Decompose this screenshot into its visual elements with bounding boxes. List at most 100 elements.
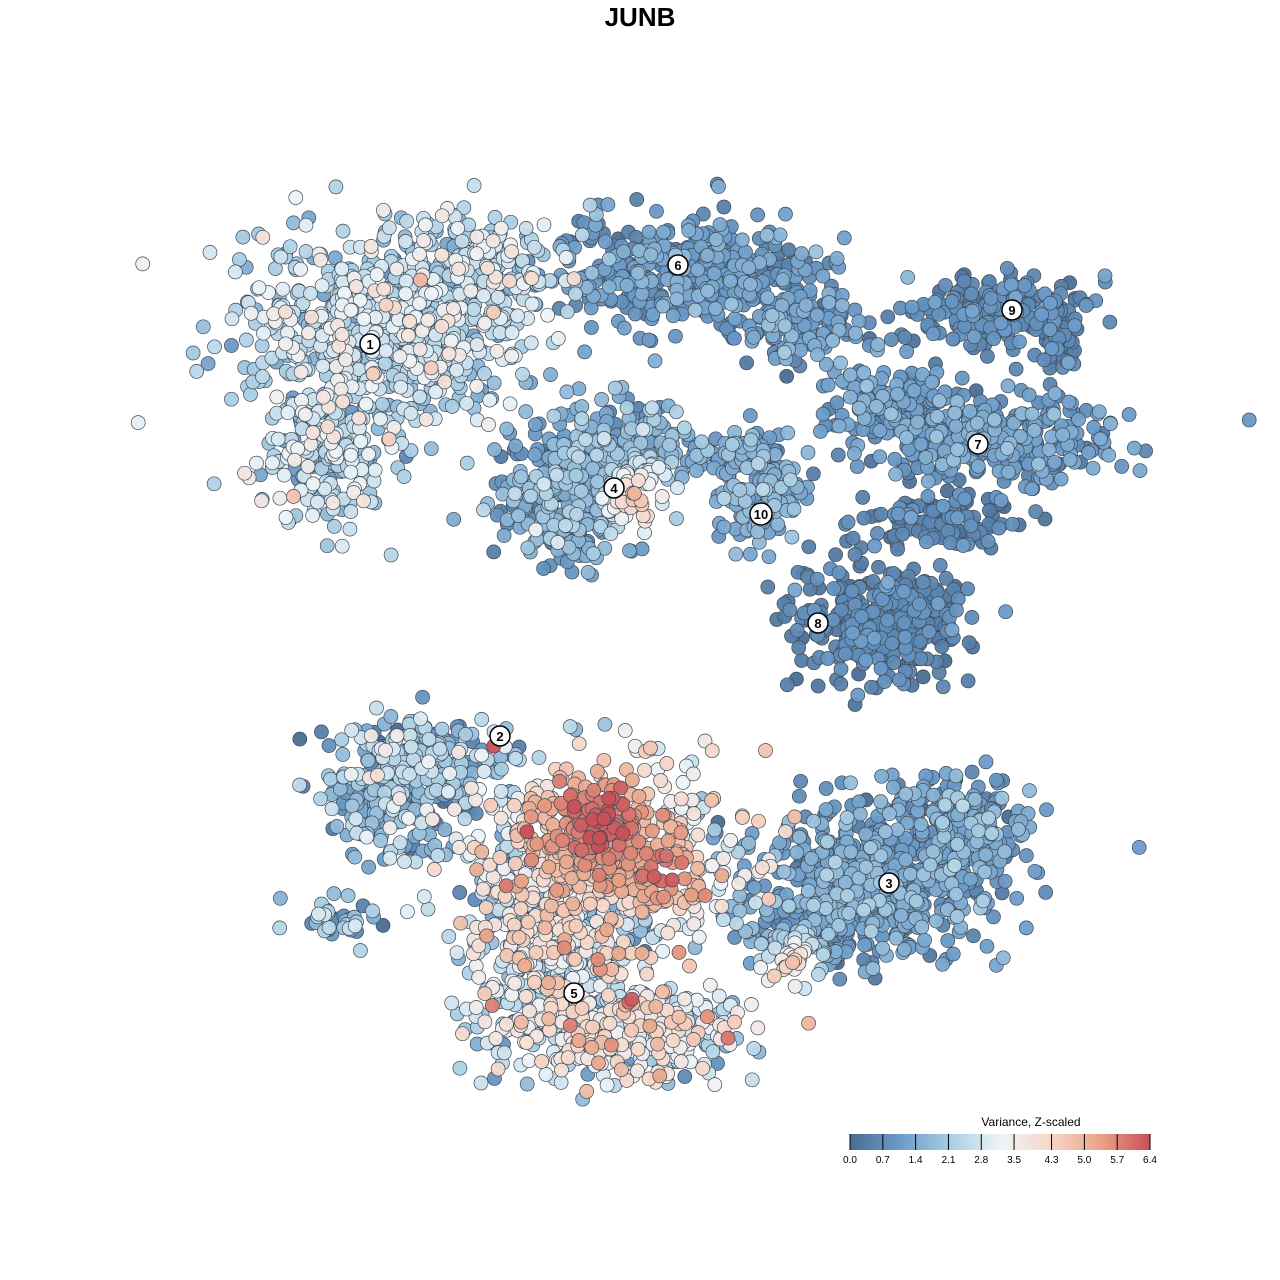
- cell-point: [819, 834, 835, 850]
- cell-point: [705, 1044, 721, 1060]
- cell-point: [634, 541, 650, 557]
- cell-point: [594, 392, 609, 407]
- cell-point: [981, 810, 996, 826]
- cell-point: [235, 229, 251, 245]
- cell-point: [1042, 295, 1058, 311]
- cell-point: [815, 268, 831, 284]
- cell-point: [1055, 427, 1070, 443]
- cell-point: [348, 811, 364, 827]
- cell-point: [523, 488, 539, 504]
- cell-point: [886, 655, 902, 671]
- cell-point: [890, 822, 905, 838]
- cell-point: [948, 418, 964, 434]
- cell-point: [791, 788, 807, 804]
- cell-point: [930, 596, 946, 612]
- cell-point: [925, 787, 941, 803]
- cell-point: [977, 864, 993, 880]
- cell-point: [975, 893, 991, 909]
- cell-point: [843, 775, 858, 791]
- cell-point: [813, 424, 828, 439]
- cell-point: [324, 801, 340, 817]
- cell-point: [430, 848, 446, 863]
- cell-point: [800, 445, 816, 460]
- cell-point: [622, 543, 637, 558]
- cell-point: [935, 679, 951, 695]
- cell-point: [616, 320, 632, 336]
- cell-point: [584, 320, 599, 335]
- cell-point: [1071, 412, 1086, 427]
- cell-point: [1017, 278, 1032, 293]
- cell-point: [770, 517, 786, 532]
- cell-point: [619, 400, 635, 416]
- cell-point: [935, 956, 950, 972]
- cell-point: [347, 849, 363, 865]
- cell-point: [743, 276, 758, 292]
- cell-point: [782, 602, 798, 618]
- cell-point: [321, 920, 337, 935]
- cell-point: [920, 473, 936, 489]
- cell-point: [392, 835, 408, 851]
- cell-point: [789, 845, 805, 860]
- cell-point: [781, 242, 797, 258]
- cell-point: [511, 508, 526, 523]
- cell-point: [706, 266, 722, 281]
- cell-point: [856, 902, 872, 918]
- cell-point: [999, 260, 1015, 276]
- cell-point: [326, 519, 342, 534]
- cell-point: [669, 404, 684, 420]
- cell-point: [850, 687, 866, 703]
- cell-point: [272, 890, 288, 906]
- cell-point: [531, 750, 547, 765]
- cell-point: [627, 306, 643, 322]
- cell-point: [1012, 334, 1027, 350]
- cell-point: [421, 731, 437, 747]
- cell-point: [875, 940, 890, 956]
- cell-point: [998, 604, 1014, 620]
- cell-point: [298, 244, 314, 259]
- cell-point: [1001, 464, 1016, 480]
- cell-point: [496, 528, 512, 543]
- cell-point: [335, 747, 351, 762]
- cell-point: [403, 739, 419, 755]
- cell-point: [915, 574, 931, 590]
- cell-point: [858, 859, 874, 875]
- cell-point: [960, 581, 975, 597]
- cell-point: [518, 404, 534, 419]
- cell-point: [746, 329, 761, 345]
- cell-point: [831, 565, 847, 581]
- cell-point: [969, 415, 985, 431]
- cell-point: [818, 802, 834, 817]
- cell-point: [900, 269, 916, 285]
- cell-point: [938, 571, 954, 586]
- cell-point: [375, 918, 391, 933]
- cell-point: [935, 815, 950, 830]
- cell-point: [746, 880, 762, 895]
- cell-point: [873, 506, 889, 522]
- cell-point: [527, 417, 543, 433]
- cell-point: [403, 406, 419, 421]
- cell-point: [760, 290, 775, 306]
- cell-point: [851, 400, 867, 416]
- cell-point: [286, 215, 301, 231]
- cell-point: [899, 344, 915, 359]
- cell-point: [864, 679, 879, 695]
- cell-point: [344, 722, 360, 738]
- cell-point: [1041, 442, 1057, 457]
- cell-point: [891, 506, 906, 522]
- cell-point: [527, 447, 543, 463]
- cell-point: [1000, 378, 1016, 394]
- cell-point: [948, 886, 964, 902]
- cell-point: [854, 609, 870, 624]
- cell-point: [224, 311, 240, 327]
- cell-point: [986, 331, 1001, 347]
- cell-point: [870, 337, 886, 352]
- cell-point: [365, 903, 380, 919]
- cell-point: [929, 409, 945, 424]
- cell-point: [1132, 463, 1148, 478]
- cell-point: [858, 652, 874, 668]
- cell-point: [845, 625, 860, 641]
- cell-point: [898, 786, 914, 802]
- cell-point: [961, 635, 977, 650]
- cell-point: [856, 510, 872, 526]
- cell-point: [656, 224, 671, 240]
